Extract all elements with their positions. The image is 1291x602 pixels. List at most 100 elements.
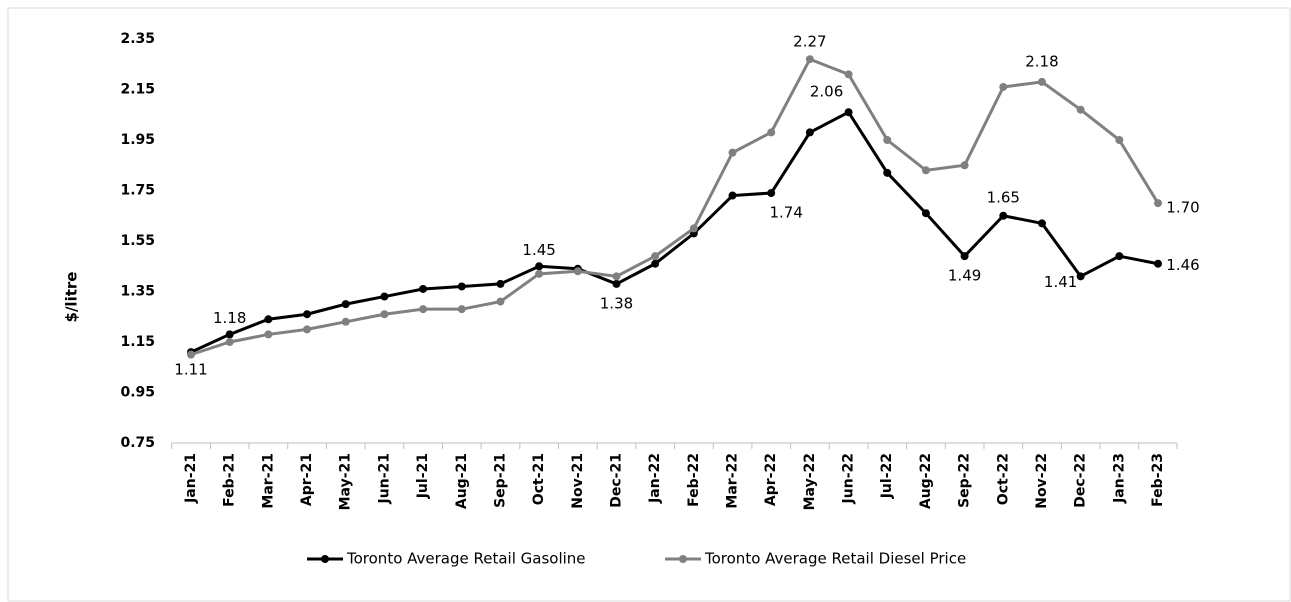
- data-label: 1.70: [1166, 199, 1199, 217]
- x-tick-label: Jan-22: [647, 453, 663, 504]
- point: [264, 315, 273, 324]
- data-label: 1.45: [522, 241, 555, 259]
- point: [1154, 259, 1162, 268]
- x-tick-label: Sep-21: [492, 453, 508, 508]
- x-tick-label: Mar-22: [725, 453, 741, 509]
- point: [496, 279, 505, 288]
- x-tick-label: Dec-22: [1073, 453, 1089, 508]
- data-label: 2.27: [793, 33, 826, 51]
- x-tick-label: Jul-21: [415, 453, 431, 499]
- point: [457, 282, 466, 291]
- point: [883, 136, 892, 144]
- data-label: 1.38: [600, 294, 633, 312]
- series-line: [190, 57, 1160, 357]
- point: [921, 166, 930, 175]
- point: [225, 330, 234, 339]
- point: [341, 300, 350, 309]
- x-tick-label: Feb-23: [1150, 453, 1166, 507]
- point: [303, 325, 312, 334]
- y-tick-label: 0.75: [120, 435, 155, 451]
- data-label: 1.65: [987, 188, 1020, 206]
- point: [380, 310, 389, 319]
- x-tick-label: May-22: [802, 453, 818, 510]
- data-label: 1.74: [769, 204, 802, 222]
- point: [921, 209, 930, 218]
- point: [457, 305, 466, 314]
- y-tick-label: 1.55: [120, 233, 155, 249]
- x-tick-label: Apr-21: [299, 453, 315, 506]
- y-tick-label: 1.35: [120, 284, 155, 300]
- x-tick-label: Apr-22: [763, 453, 779, 506]
- point: [1076, 105, 1085, 114]
- point: [303, 310, 312, 319]
- point: [651, 259, 660, 268]
- point: [612, 272, 621, 281]
- point: [844, 108, 853, 117]
- point: [496, 297, 505, 306]
- point: [1037, 77, 1046, 86]
- x-tick-label: Mar-21: [260, 453, 276, 509]
- point: [960, 252, 969, 261]
- series-line: [190, 110, 1159, 354]
- data-label: 1.49: [948, 267, 981, 285]
- data-label: 2.18: [1025, 52, 1058, 70]
- point: [1076, 272, 1085, 281]
- point: [728, 148, 737, 157]
- y-tick-label: 1.15: [120, 334, 155, 350]
- point: [264, 330, 273, 339]
- point: [1037, 219, 1046, 228]
- point: [960, 161, 969, 170]
- data-label: 1.11: [174, 361, 207, 379]
- point: [805, 55, 814, 64]
- point: [341, 317, 350, 326]
- point: [419, 284, 428, 293]
- point: [844, 70, 853, 79]
- legend-marker: [679, 555, 687, 563]
- x-tick-label: Jan-23: [1111, 453, 1127, 504]
- chart-frame: [7, 7, 1291, 602]
- x-tick-label: Aug-22: [918, 453, 934, 509]
- x-tick-label: Nov-22: [1034, 453, 1050, 509]
- point: [767, 189, 776, 198]
- point: [1115, 136, 1124, 144]
- legend-label: Toronto Average Retail Diesel Price: [704, 550, 966, 568]
- legend-label: Toronto Average Retail Gasoline: [346, 550, 586, 568]
- x-tick-label: Jan-21: [183, 453, 199, 504]
- y-tick-label: 2.35: [120, 31, 155, 47]
- y-tick-label: 2.15: [120, 82, 155, 98]
- point: [612, 279, 621, 288]
- x-tick-label: Nov-21: [570, 453, 586, 509]
- x-tick-label: Feb-21: [222, 453, 238, 507]
- data-label: 1.18: [213, 309, 246, 327]
- point: [535, 269, 544, 278]
- point: [689, 224, 698, 233]
- point: [380, 292, 389, 301]
- x-tick-label: May-21: [338, 453, 354, 510]
- legend-marker: [321, 555, 329, 563]
- x-tick-label: Jun-22: [841, 453, 857, 504]
- point: [225, 338, 234, 346]
- x-tick-label: Oct-22: [995, 453, 1011, 505]
- point: [419, 305, 428, 314]
- point: [187, 350, 195, 359]
- point: [651, 252, 660, 261]
- x-tick-label: Feb-22: [686, 453, 702, 507]
- data-label: 1.41: [1044, 273, 1077, 291]
- x-tick-label: Oct-21: [531, 453, 547, 505]
- point: [883, 168, 892, 177]
- data-label: 1.46: [1166, 256, 1199, 274]
- x-tick-label: Aug-21: [454, 453, 470, 509]
- point: [767, 128, 776, 137]
- point: [728, 191, 737, 200]
- point: [805, 128, 814, 137]
- point: [1154, 199, 1162, 208]
- x-tick-label: Jun-21: [376, 453, 392, 504]
- data-label: 2.06: [810, 83, 843, 101]
- x-tick-label: Dec-21: [608, 453, 624, 508]
- y-axis-title: $/litre: [63, 272, 81, 323]
- x-tick-label: Sep-22: [957, 453, 973, 508]
- x-tick-label: Jul-22: [879, 453, 895, 499]
- point: [573, 267, 582, 276]
